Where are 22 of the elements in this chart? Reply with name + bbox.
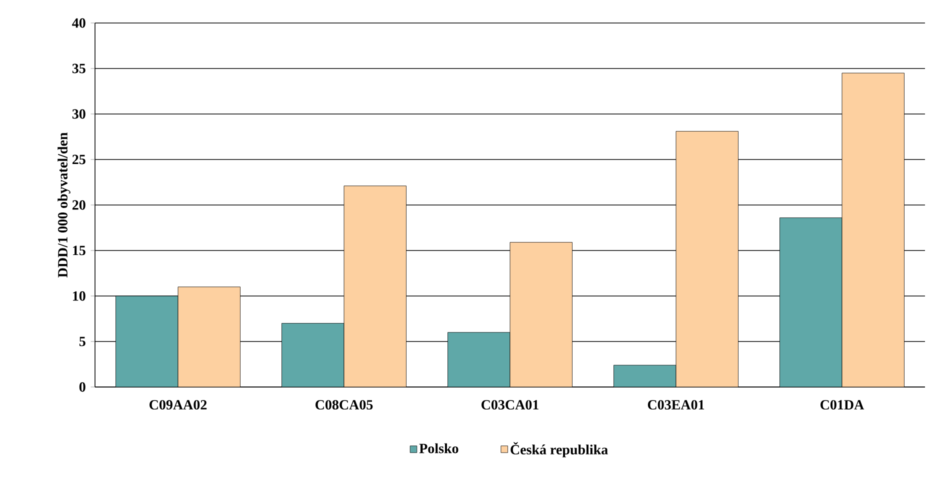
x-tick-label: C01DA: [820, 400, 864, 410]
y-axis-title: DDD/1 000 obyvatel/den: [58, 132, 70, 278]
y-tick-label: 10: [73, 291, 86, 301]
y-tick-label: 30: [72, 109, 86, 119]
legend-label: Česká republika: [510, 442, 608, 458]
y-tick-label: 25: [72, 154, 86, 164]
x-tick-label: C03EA01: [648, 400, 704, 410]
y-tick-label: 20: [72, 200, 86, 210]
bar: [676, 131, 738, 387]
bar: [178, 286, 240, 387]
x-tick-label: C03CA01: [482, 400, 538, 410]
y-tick-label: 40: [72, 18, 86, 28]
x-tick-label: C09AA02: [150, 400, 207, 410]
y-tick-label: 35: [72, 64, 86, 74]
bar: [344, 186, 406, 387]
bar: [842, 72, 904, 387]
y-tick-label: 5: [79, 336, 86, 346]
bar: [510, 242, 572, 387]
y-tick-label: 0: [79, 382, 86, 392]
x-tick-label: C08CA05: [316, 400, 373, 410]
legend-label: Polsko: [419, 443, 458, 454]
y-tick-label: 15: [73, 246, 86, 256]
